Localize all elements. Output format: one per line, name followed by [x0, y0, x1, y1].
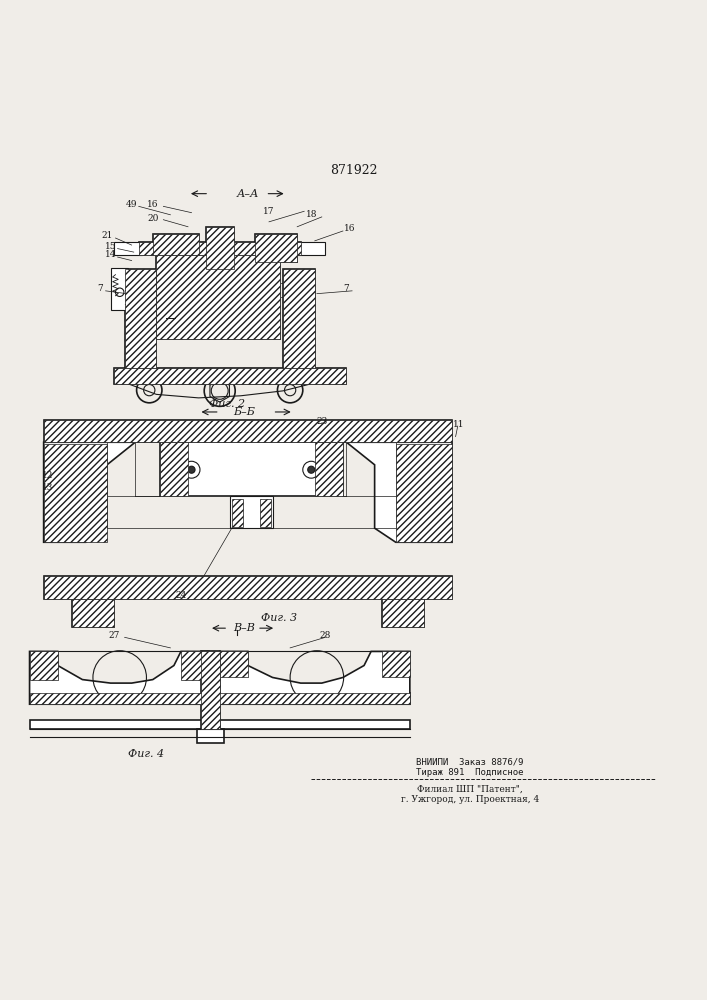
Text: 49: 49	[126, 200, 137, 209]
Text: 15: 15	[105, 242, 117, 251]
Bar	[156, 255, 279, 339]
Text: А–А: А–А	[237, 189, 259, 199]
Text: Б–Б: Б–Б	[233, 407, 255, 417]
Bar	[114, 368, 346, 384]
Bar	[114, 368, 346, 384]
Bar	[382, 651, 410, 677]
Bar	[72, 599, 114, 627]
Bar	[124, 269, 156, 368]
Bar	[396, 444, 452, 542]
Bar	[139, 242, 300, 255]
Bar	[201, 651, 221, 729]
Text: Тираж 891  Подписное: Тираж 891 Подписное	[416, 768, 523, 777]
Text: 14: 14	[105, 250, 116, 259]
Bar	[110, 268, 128, 310]
Text: 16: 16	[147, 200, 158, 209]
Bar	[201, 651, 221, 729]
Text: 871922: 871922	[329, 164, 378, 177]
Bar	[206, 227, 234, 269]
Text: 28: 28	[320, 631, 331, 640]
Bar	[315, 442, 343, 496]
Text: 12: 12	[42, 471, 53, 480]
Circle shape	[188, 466, 195, 473]
Bar	[30, 693, 410, 704]
Bar	[297, 242, 325, 255]
Text: 7: 7	[97, 284, 103, 293]
Bar	[260, 499, 271, 527]
Bar	[114, 242, 142, 255]
Bar	[382, 599, 424, 627]
Text: 18: 18	[305, 210, 317, 219]
Polygon shape	[44, 442, 135, 542]
Bar	[232, 499, 243, 527]
Bar	[160, 442, 188, 496]
Bar	[44, 576, 452, 599]
Text: г. Ужгород, ул. Проектная, 4: г. Ужгород, ул. Проектная, 4	[401, 795, 539, 804]
Text: 24: 24	[175, 591, 187, 600]
Bar	[382, 599, 424, 627]
Bar	[44, 420, 452, 442]
Bar	[139, 242, 300, 255]
Bar	[255, 234, 297, 262]
Bar	[153, 234, 199, 255]
Bar	[124, 269, 156, 368]
Bar	[230, 496, 272, 528]
Polygon shape	[30, 651, 209, 704]
Bar	[72, 599, 114, 627]
Bar	[30, 651, 58, 680]
Text: Филиал ШП "Патент",: Филиал ШП "Патент",	[417, 784, 522, 793]
Bar	[160, 442, 343, 496]
Text: Фиг. 4: Фиг. 4	[128, 749, 164, 759]
Text: 21: 21	[101, 231, 112, 240]
Bar	[44, 444, 107, 542]
Text: 17: 17	[263, 207, 275, 216]
Bar	[206, 268, 234, 306]
Bar	[153, 234, 199, 255]
Bar	[174, 276, 213, 332]
Bar	[30, 693, 410, 704]
Text: 23: 23	[316, 417, 327, 426]
Polygon shape	[220, 651, 410, 704]
Bar	[197, 729, 224, 743]
Bar	[220, 651, 248, 677]
Bar	[44, 420, 452, 442]
Bar	[44, 576, 452, 599]
Text: 7: 7	[344, 284, 349, 293]
Text: 16: 16	[344, 224, 356, 233]
Text: 11: 11	[453, 420, 465, 429]
Bar	[255, 234, 297, 262]
Bar	[30, 720, 410, 729]
Text: 20: 20	[147, 214, 158, 223]
Text: 13: 13	[42, 483, 53, 492]
Text: Фиг. 3: Фиг. 3	[262, 613, 298, 623]
Polygon shape	[346, 442, 452, 542]
Text: 27: 27	[108, 631, 119, 640]
Bar	[283, 269, 315, 368]
Circle shape	[308, 466, 315, 473]
Bar	[283, 269, 315, 368]
Bar	[156, 255, 279, 339]
Text: ВНИИПИ  Заказ 8876/9: ВНИИПИ Заказ 8876/9	[416, 757, 523, 766]
Text: Фиг. 2: Фиг. 2	[209, 399, 245, 409]
Bar	[230, 276, 269, 332]
Bar	[206, 227, 234, 269]
Text: В–В: В–В	[233, 623, 255, 633]
Bar	[181, 651, 209, 680]
